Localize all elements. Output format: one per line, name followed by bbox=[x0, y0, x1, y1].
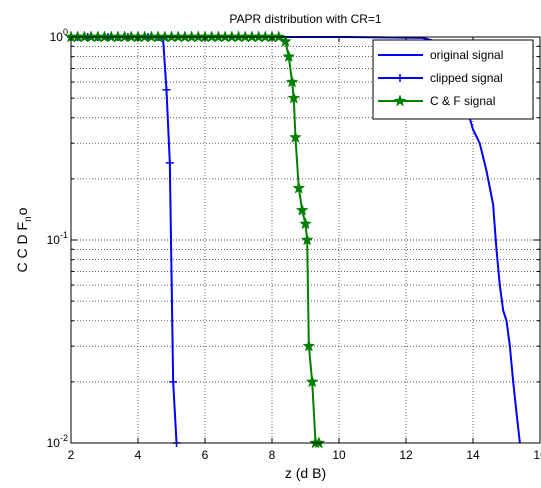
y-tick-label: 10-2 bbox=[47, 433, 68, 450]
x-tick-label: 14 bbox=[466, 448, 480, 462]
x-axis-title-text: z (d B) bbox=[285, 465, 326, 481]
series-1 bbox=[67, 33, 181, 447]
y-tick-exponent: -1 bbox=[60, 230, 68, 240]
y-tick-label: 100 bbox=[50, 27, 68, 44]
data-point-star bbox=[300, 233, 314, 246]
data-point-star bbox=[302, 339, 316, 352]
x-tick-label: 4 bbox=[135, 448, 142, 462]
data-point-star bbox=[289, 130, 302, 143]
legend-label: original signal bbox=[430, 48, 503, 62]
data-point-star bbox=[272, 30, 286, 43]
y-tick-exponent: -2 bbox=[60, 433, 68, 443]
x-axis-title: z (d B) bbox=[285, 465, 326, 481]
x-tick-label: 10 bbox=[332, 448, 346, 462]
data-point-star bbox=[312, 436, 326, 449]
x-tick-label: 8 bbox=[269, 448, 276, 462]
chart-title: PAPR distribution with CR=1 bbox=[229, 12, 382, 26]
series-2 bbox=[64, 30, 326, 449]
data-point-star bbox=[305, 375, 319, 388]
data-point-star bbox=[292, 181, 306, 194]
y-tick-exponent: 0 bbox=[63, 27, 68, 37]
data-point-star bbox=[282, 49, 296, 63]
legend-label: clipped signal bbox=[430, 71, 503, 85]
data-point-plus bbox=[165, 158, 174, 167]
data-point-star bbox=[295, 203, 309, 216]
y-tick-label: 10-1 bbox=[47, 230, 68, 247]
y-tick-base: 10 bbox=[47, 436, 61, 450]
y-axis-title-sup: o bbox=[14, 207, 30, 215]
data-point-star bbox=[287, 91, 301, 104]
legend-label: C & F signal bbox=[430, 94, 495, 108]
data-point-star bbox=[393, 94, 407, 107]
legend: original signal clipped signal C & F signa… bbox=[372, 39, 534, 120]
data-point-star bbox=[285, 75, 299, 88]
y-axis-title: C C D Fno bbox=[14, 207, 34, 272]
data-point-plus bbox=[169, 377, 178, 386]
x-tick-label: 16 bbox=[533, 448, 541, 462]
data-point-star bbox=[299, 217, 312, 230]
y-tick-base: 10 bbox=[50, 30, 64, 44]
data-point-plus bbox=[162, 85, 171, 94]
y-axis-title-sub: n bbox=[23, 216, 34, 222]
data-point-plus bbox=[396, 74, 404, 82]
data-point-star bbox=[279, 34, 292, 47]
x-tick-label: 12 bbox=[399, 448, 413, 462]
y-axis-title-text: C C D F bbox=[14, 222, 30, 273]
y-tick-base: 10 bbox=[47, 233, 61, 247]
x-tick-label: 2 bbox=[68, 448, 75, 462]
x-tick-label: 6 bbox=[202, 448, 209, 462]
